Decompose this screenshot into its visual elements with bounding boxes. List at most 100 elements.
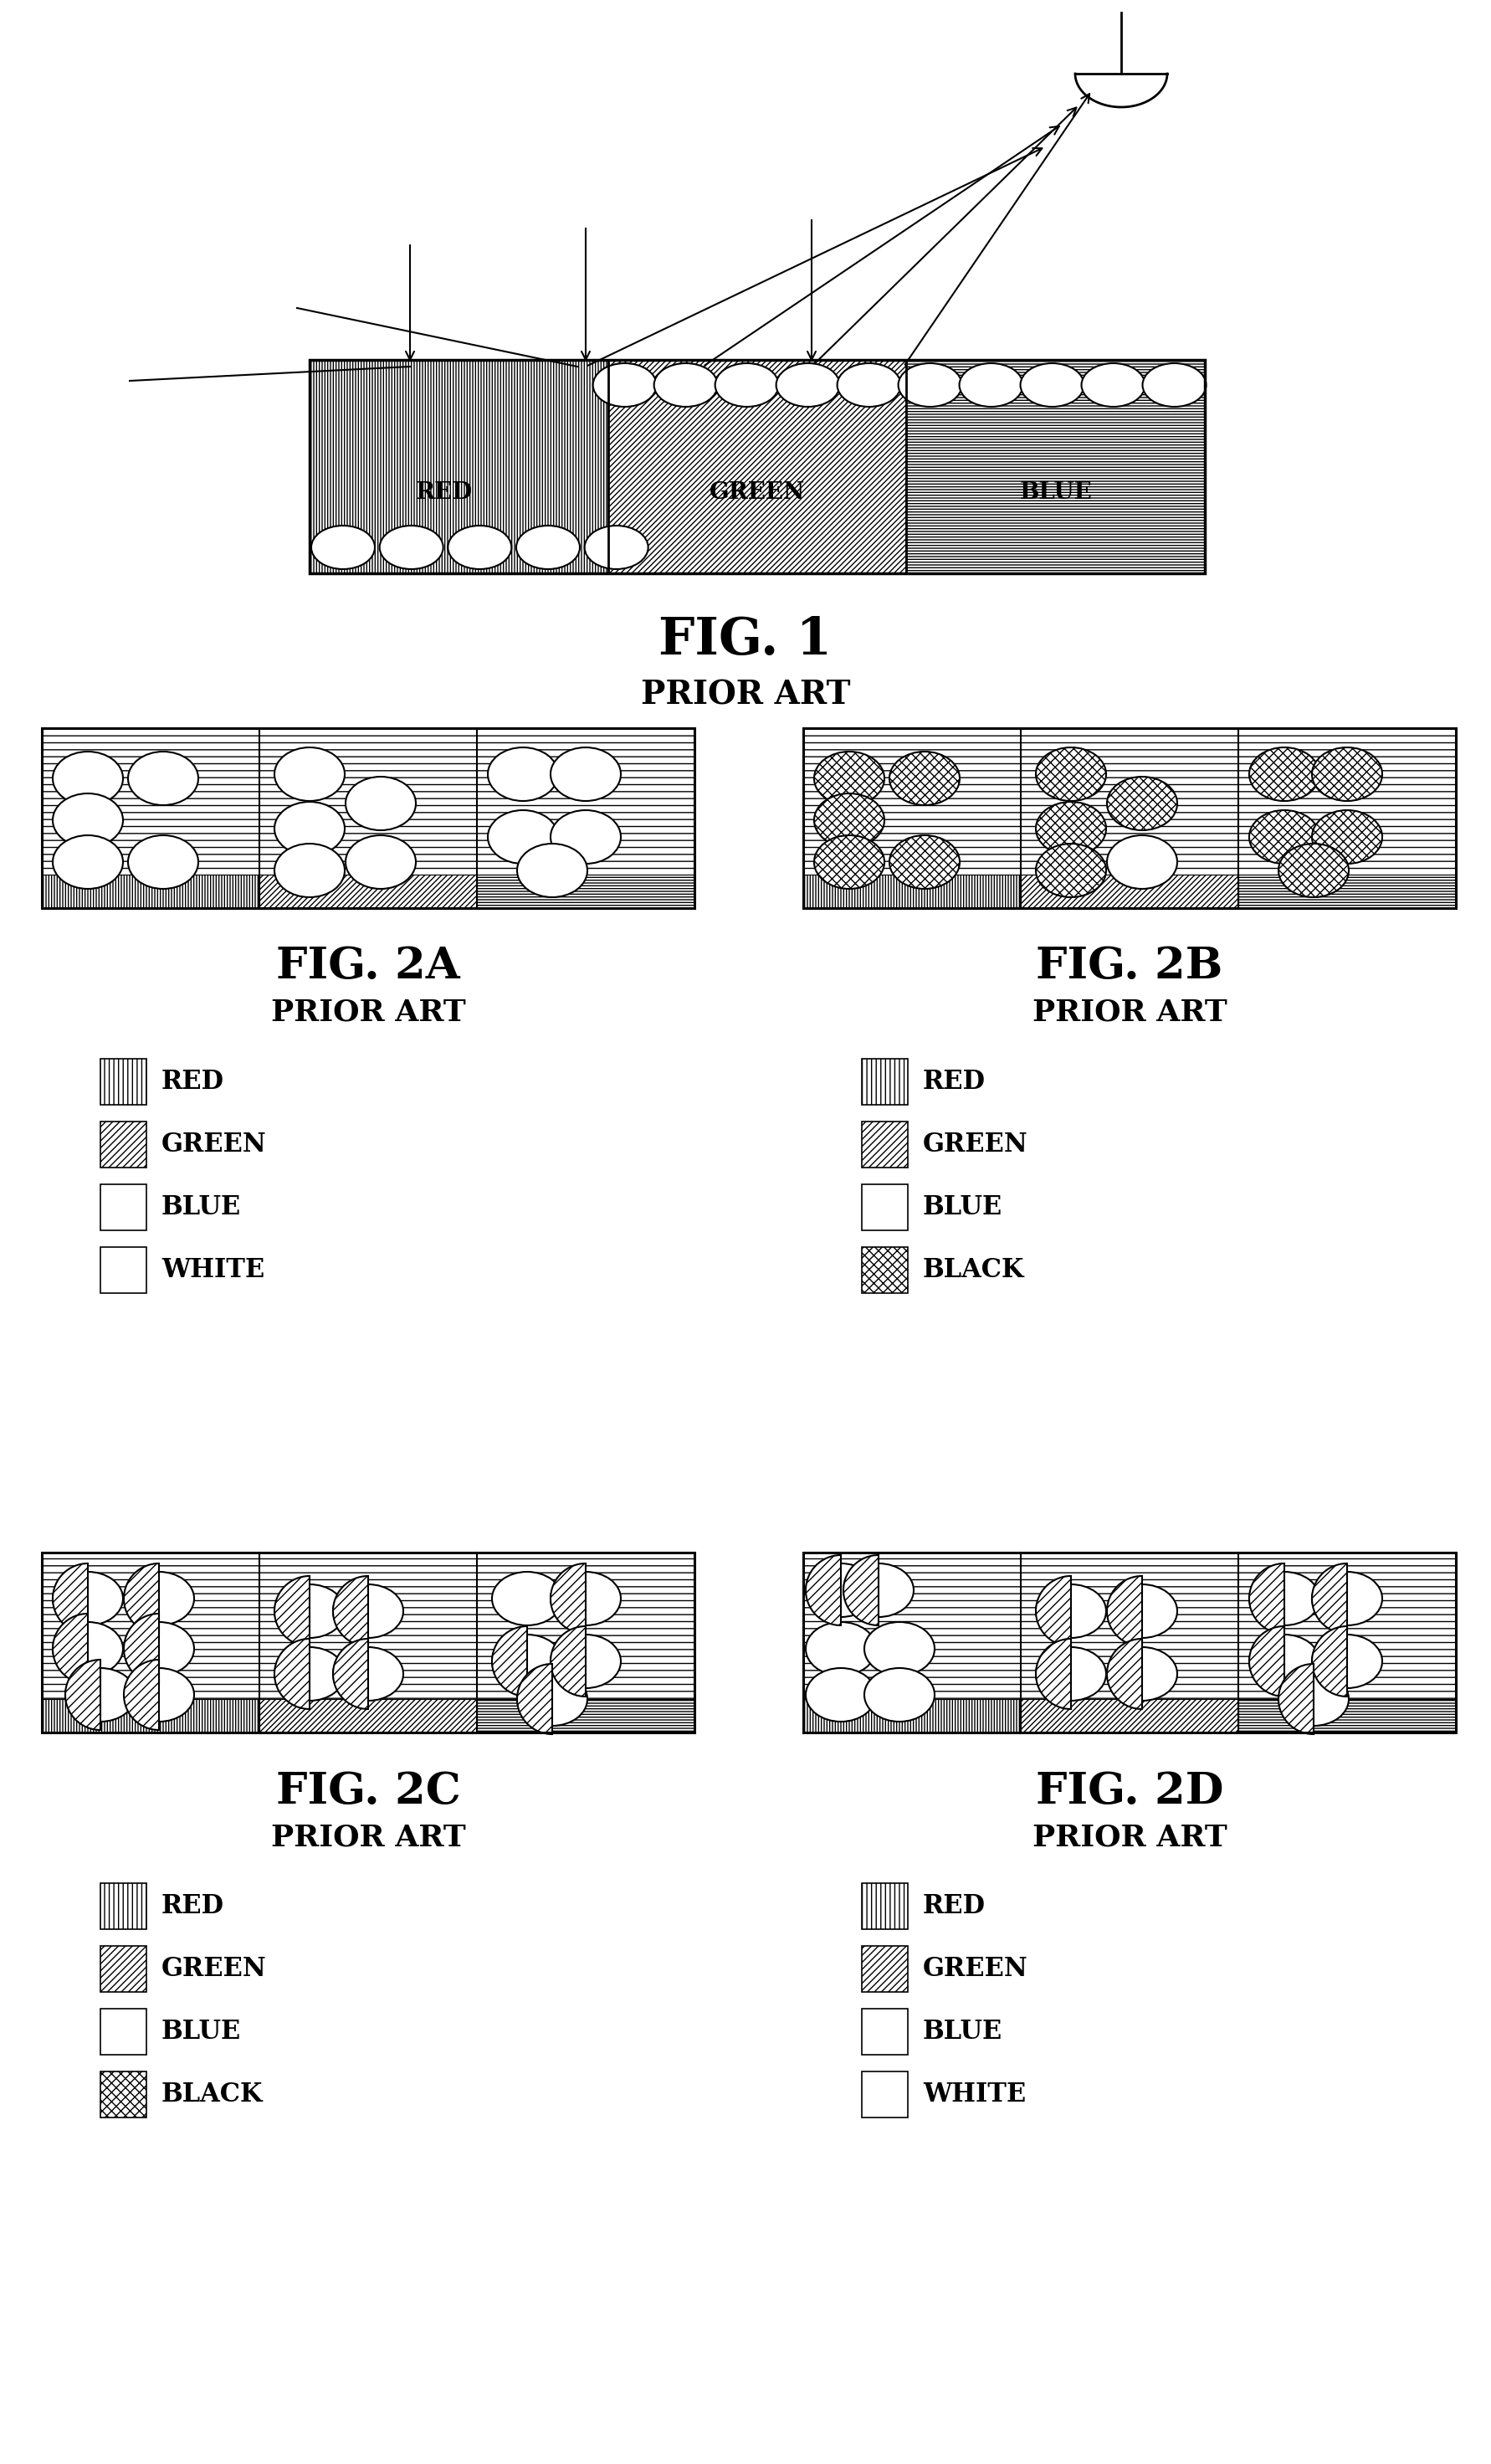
Text: PRIOR ART: PRIOR ART bbox=[640, 678, 850, 710]
Ellipse shape bbox=[346, 776, 416, 830]
Bar bbox=[100, 1121, 146, 1168]
Bar bbox=[862, 2072, 908, 2117]
Text: PRIOR ART: PRIOR ART bbox=[1032, 998, 1226, 1027]
Ellipse shape bbox=[274, 1646, 344, 1700]
Ellipse shape bbox=[447, 525, 511, 569]
Bar bbox=[862, 1882, 908, 1929]
Ellipse shape bbox=[550, 747, 620, 801]
Bar bbox=[100, 2008, 146, 2055]
Ellipse shape bbox=[517, 843, 587, 897]
Wedge shape bbox=[1035, 1577, 1071, 1646]
Text: GREEN: GREEN bbox=[161, 1131, 267, 1158]
Ellipse shape bbox=[584, 525, 647, 569]
Bar bbox=[100, 2072, 146, 2117]
Text: BLACK: BLACK bbox=[923, 1257, 1024, 1284]
Bar bbox=[862, 1060, 908, 1104]
Ellipse shape bbox=[379, 525, 443, 569]
Text: PRIOR ART: PRIOR ART bbox=[1032, 1823, 1226, 1850]
Bar bbox=[100, 1247, 146, 1294]
Wedge shape bbox=[332, 1639, 368, 1710]
Bar bbox=[802, 1552, 1455, 1700]
Text: RED: RED bbox=[161, 1069, 224, 1094]
Ellipse shape bbox=[492, 1634, 562, 1688]
Wedge shape bbox=[1311, 1565, 1346, 1634]
Ellipse shape bbox=[274, 801, 344, 855]
Wedge shape bbox=[1248, 1565, 1284, 1634]
Ellipse shape bbox=[959, 362, 1023, 407]
Ellipse shape bbox=[1278, 1673, 1348, 1725]
Wedge shape bbox=[52, 1565, 88, 1634]
Bar bbox=[862, 1121, 908, 1168]
Bar bbox=[42, 1552, 695, 1732]
Text: RED: RED bbox=[414, 480, 473, 503]
Bar bbox=[42, 729, 695, 909]
Bar bbox=[259, 875, 477, 909]
Bar bbox=[310, 360, 608, 574]
Ellipse shape bbox=[805, 1621, 875, 1676]
Text: BLUE: BLUE bbox=[923, 2018, 1002, 2045]
Bar bbox=[802, 729, 1455, 909]
Bar bbox=[259, 1700, 477, 1732]
Wedge shape bbox=[332, 1577, 368, 1646]
Wedge shape bbox=[492, 1626, 526, 1698]
Text: FIG. 2C: FIG. 2C bbox=[276, 1769, 461, 1814]
Ellipse shape bbox=[1248, 811, 1318, 865]
Text: GREEN: GREEN bbox=[923, 1956, 1027, 1981]
Ellipse shape bbox=[128, 752, 198, 806]
Ellipse shape bbox=[52, 1572, 122, 1626]
Bar bbox=[1238, 1700, 1455, 1732]
Ellipse shape bbox=[52, 1621, 122, 1676]
Wedge shape bbox=[517, 1663, 552, 1735]
Ellipse shape bbox=[550, 1634, 620, 1688]
Bar bbox=[862, 1947, 908, 1991]
Bar bbox=[1238, 875, 1455, 909]
Ellipse shape bbox=[1142, 362, 1205, 407]
Text: FIG. 2D: FIG. 2D bbox=[1035, 1769, 1223, 1814]
Ellipse shape bbox=[714, 362, 778, 407]
Bar bbox=[310, 360, 1205, 574]
Ellipse shape bbox=[836, 362, 901, 407]
Wedge shape bbox=[550, 1626, 586, 1698]
Ellipse shape bbox=[1248, 1572, 1318, 1626]
Text: BLACK: BLACK bbox=[161, 2082, 262, 2107]
Ellipse shape bbox=[1248, 747, 1318, 801]
Ellipse shape bbox=[1081, 362, 1145, 407]
Wedge shape bbox=[1035, 1639, 1071, 1710]
Ellipse shape bbox=[517, 1673, 587, 1725]
Ellipse shape bbox=[1106, 1584, 1176, 1639]
Text: RED: RED bbox=[161, 1892, 224, 1919]
Text: WHITE: WHITE bbox=[923, 2082, 1026, 2107]
Ellipse shape bbox=[312, 525, 374, 569]
Ellipse shape bbox=[1035, 801, 1105, 855]
Wedge shape bbox=[124, 1614, 160, 1683]
Text: RED: RED bbox=[923, 1069, 986, 1094]
Ellipse shape bbox=[274, 1584, 344, 1639]
Ellipse shape bbox=[52, 793, 122, 848]
Wedge shape bbox=[66, 1661, 100, 1730]
Bar bbox=[100, 1882, 146, 1929]
Ellipse shape bbox=[1020, 362, 1084, 407]
Ellipse shape bbox=[1311, 811, 1382, 865]
Bar bbox=[1020, 875, 1238, 909]
Ellipse shape bbox=[1035, 1646, 1105, 1700]
Ellipse shape bbox=[1035, 1584, 1105, 1639]
Bar bbox=[100, 1185, 146, 1230]
Ellipse shape bbox=[653, 362, 717, 407]
Wedge shape bbox=[1106, 1639, 1142, 1710]
Wedge shape bbox=[1106, 1577, 1142, 1646]
Wedge shape bbox=[124, 1661, 160, 1730]
Ellipse shape bbox=[805, 1668, 875, 1722]
Ellipse shape bbox=[1311, 1572, 1382, 1626]
Bar bbox=[802, 875, 1020, 909]
Wedge shape bbox=[52, 1614, 88, 1683]
Text: BLUE: BLUE bbox=[1018, 480, 1091, 503]
Text: GREEN: GREEN bbox=[161, 1956, 267, 1981]
Ellipse shape bbox=[898, 362, 962, 407]
Bar bbox=[862, 2008, 908, 2055]
Ellipse shape bbox=[66, 1668, 136, 1722]
Text: FIG. 1: FIG. 1 bbox=[659, 616, 832, 665]
Wedge shape bbox=[550, 1565, 586, 1634]
Ellipse shape bbox=[863, 1668, 933, 1722]
Wedge shape bbox=[274, 1577, 310, 1646]
Ellipse shape bbox=[592, 362, 656, 407]
